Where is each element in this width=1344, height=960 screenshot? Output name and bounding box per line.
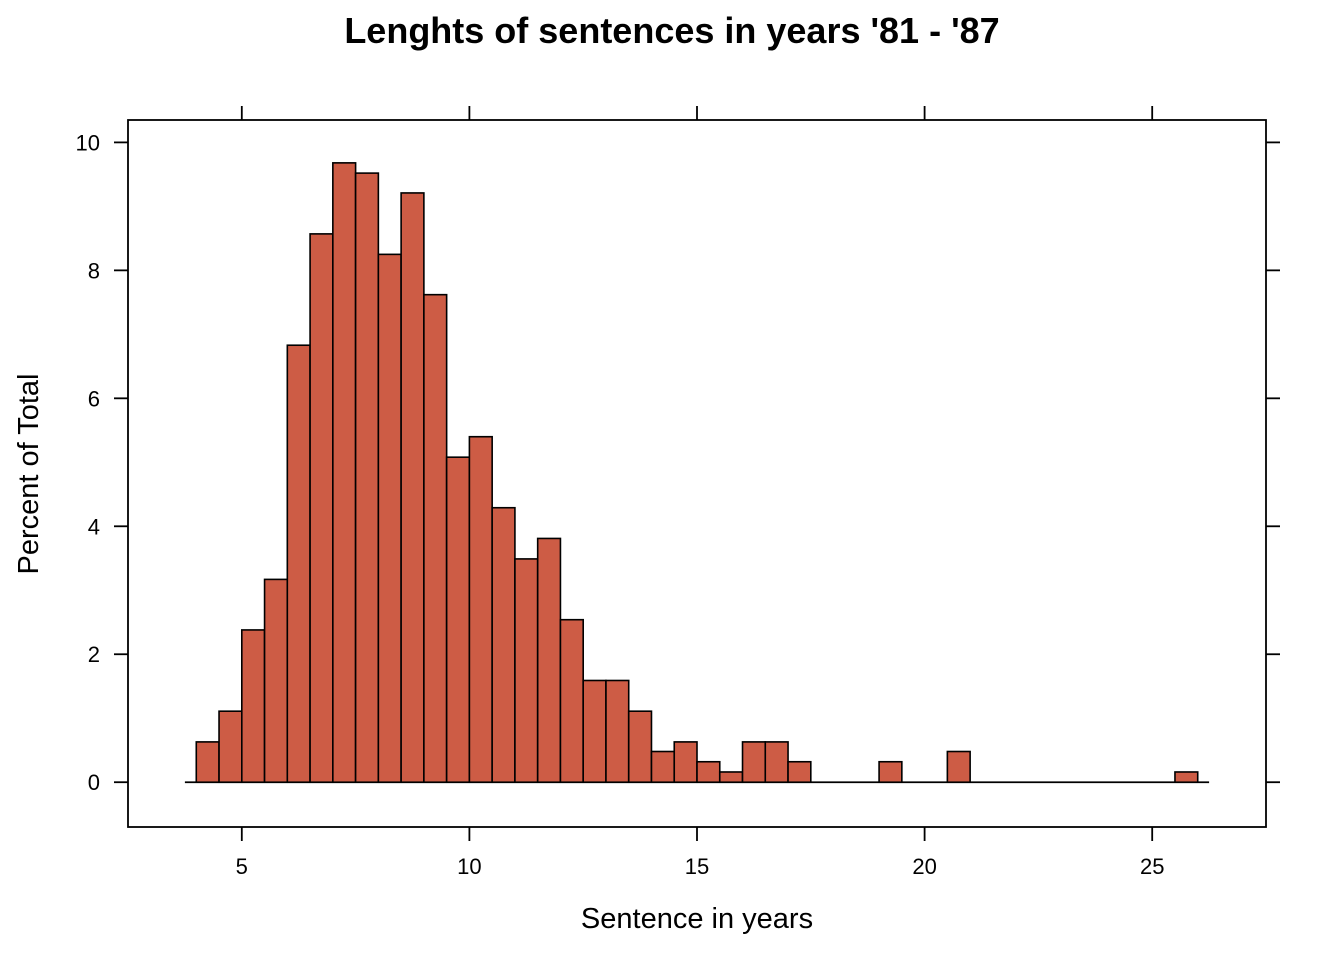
histogram-bar — [491, 506, 516, 784]
histogram-bar — [627, 710, 653, 784]
y-axis-label: Percent of Total — [13, 374, 45, 575]
histogram-bar — [741, 741, 767, 784]
histogram-bar — [241, 629, 266, 784]
histogram-bar — [445, 456, 471, 784]
y-tick-label: 6 — [88, 386, 100, 411]
histogram-bar — [605, 679, 630, 784]
histogram-bar — [1174, 771, 1199, 784]
plot-area: 5 10 15 20 25 0 2 4 6 8 10 — [76, 106, 1280, 879]
histogram-bar — [423, 293, 448, 784]
histogram-bar — [400, 192, 425, 784]
chart-title: Lenghts of sentences in years '81 - '87 — [344, 10, 999, 51]
y-tick-label: 10 — [76, 130, 100, 155]
histogram-bar — [787, 760, 812, 784]
histogram-bar — [878, 760, 903, 784]
histogram-bar — [536, 537, 562, 784]
histogram-bar — [354, 172, 380, 784]
histogram-bar — [946, 750, 971, 784]
x-tick-label: 15 — [685, 854, 709, 879]
x-tick-label: 25 — [1140, 854, 1164, 879]
histogram-bar — [195, 741, 220, 784]
y-tick-label: 2 — [88, 642, 100, 667]
histogram-bar — [468, 435, 493, 784]
histogram-bar — [650, 750, 676, 784]
histogram-bar — [764, 741, 789, 784]
x-tick-label: 20 — [912, 854, 936, 879]
histogram-bar — [377, 253, 402, 784]
y-tick-label: 8 — [88, 258, 100, 283]
x-tick-label: 5 — [236, 854, 248, 879]
histogram-bar — [696, 760, 721, 784]
histogram-bar — [514, 558, 539, 784]
histogram-bar — [582, 679, 607, 784]
histogram-bar — [673, 741, 698, 784]
y-tick-label: 4 — [88, 514, 100, 539]
histogram-bar — [286, 344, 311, 784]
y-tick-label: 0 — [88, 770, 100, 795]
histogram-bar — [718, 771, 744, 784]
histogram-bar — [263, 578, 289, 784]
histogram-bar — [332, 162, 357, 784]
histogram-bar — [559, 618, 585, 784]
x-tick-label: 10 — [457, 854, 481, 879]
histogram-bar — [218, 710, 243, 784]
histogram-bar — [309, 233, 334, 784]
x-axis-label: Sentence in years — [581, 903, 813, 935]
